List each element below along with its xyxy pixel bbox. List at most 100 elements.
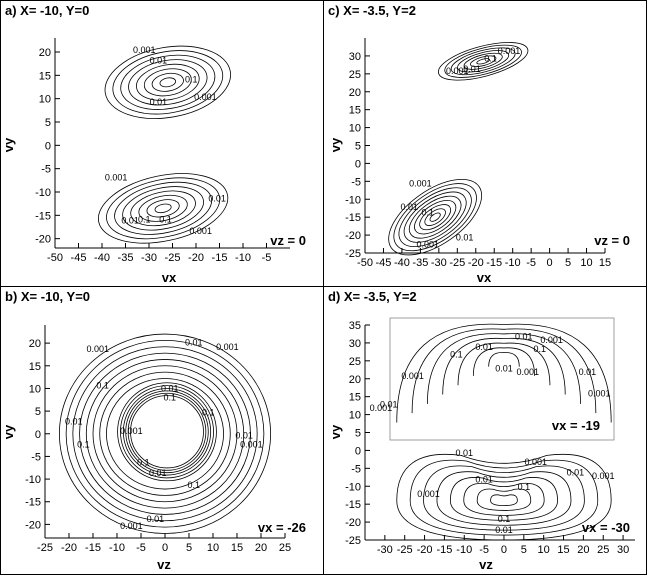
panel-c-x-tick-label: 0	[547, 257, 553, 269]
panel-a-x-tick-label: -25	[165, 252, 181, 264]
panel-c-contour-label: 0.001	[417, 240, 440, 250]
panel-a-contour-label: 0.001	[133, 45, 156, 55]
panel-d-x-tick-label: -25	[397, 544, 413, 556]
panel-a-xlabel: vx	[162, 270, 177, 285]
panel-a-y-tick-label: 15	[39, 70, 51, 82]
panel-a-contour-line	[154, 203, 172, 214]
panel-d-inset-contour-line	[442, 337, 566, 395]
panel-b-contour-label: 0.001	[87, 344, 110, 354]
panel-d-contour-label: 0.1	[498, 514, 511, 524]
panel-c-x-tick-label: 15	[599, 257, 611, 269]
panel-d-contour-label: 0.01	[455, 448, 473, 458]
panel-c-y-tick-label: 15	[349, 105, 361, 117]
panel-c-annotation: vz = 0	[594, 233, 630, 248]
panel-d-x-tick-label: 5	[521, 544, 527, 556]
panel-a-contour-line	[106, 177, 221, 240]
panel-c-contour-line	[429, 212, 441, 222]
panel-c-contour-line	[419, 204, 452, 231]
panel-d-contour-label: 0.01	[475, 475, 493, 485]
panel-c-y-tick-label: 25	[349, 69, 361, 81]
panel-a-contour-line	[136, 63, 200, 101]
panel-b-x-tick-label: 25	[279, 542, 291, 554]
panel-b-title: b) X= -10, Y=0	[5, 289, 90, 304]
panel-d-x-tick-label: -10	[456, 544, 472, 556]
panel-d-inset-contour-line	[396, 323, 612, 423]
panel-b-contour-label: 0.1	[202, 408, 215, 418]
panel-c-y-tick-label: 30	[349, 51, 361, 63]
panel-d-contour-label: 0.01	[495, 525, 513, 535]
panel-d-y-tick-label: 0	[355, 445, 361, 457]
panel-c-contour-line	[438, 42, 529, 81]
panel-a-contour-label: 0.1	[159, 214, 172, 224]
panel-d-contour-line	[409, 459, 599, 536]
panel-b-annotation: vx = -26	[258, 520, 306, 535]
panel-a-contour-line	[128, 59, 208, 106]
panel-c-contour-line	[403, 191, 467, 243]
panel-b-y-tick-label: -5	[31, 451, 41, 463]
panel-d-inset-contour-line	[426, 333, 581, 404]
panel-c-contour-line	[463, 52, 503, 70]
panel-b-contour-line	[117, 382, 217, 482]
panel-b-x-tick-label: -25	[37, 542, 53, 554]
panel-d-inset-contour-label: 0.01	[515, 331, 533, 341]
panel-b-y-tick-label: -20	[25, 519, 41, 531]
panel-c-contour-line	[398, 187, 472, 247]
panel-d-y-tick-label: 30	[349, 338, 361, 350]
panel-b-y-tick-label: 5	[35, 406, 41, 418]
panel-a-contour-line	[151, 72, 184, 92]
panel-a-y-tick-label: 20	[39, 47, 51, 59]
panel-a-x-tick-label: -50	[47, 252, 63, 264]
panel-a-contour-label: 0.01	[150, 56, 168, 66]
panel-a-contour-label: 0.001	[189, 226, 212, 236]
panel-a-x-tick-label: -45	[71, 252, 87, 264]
panel-c-contour-line	[450, 47, 516, 76]
panel-c-y-tick-label: 10	[349, 123, 361, 135]
panel-c-x-tick-label: 5	[565, 257, 571, 269]
panel-c-contour-line	[444, 44, 522, 78]
panel-c-contour-line	[424, 208, 446, 226]
panel-b-contour-label: 0.001	[240, 439, 263, 449]
panel-a-contour-label: 0.1	[185, 74, 198, 84]
panel-c-x-tick-label: -40	[394, 257, 410, 269]
panel-a-title: a) X= -10, Y=0	[5, 3, 89, 18]
panel-a-x-tick-label: -40	[94, 252, 110, 264]
panel-a-y-tick-label: -10	[35, 187, 51, 199]
panel-d-annotation: vx = -30	[582, 520, 630, 535]
panel-b-x-tick-label: 0	[162, 542, 168, 554]
panel-b-contour-label: 0.01	[149, 468, 167, 478]
panel-d-y-tick-label: 25	[349, 356, 361, 368]
panel-b-contour-label: 0.1	[137, 457, 150, 467]
panel-a-y-tick-label: 10	[39, 94, 51, 106]
panel-b-contour-label: 0.01	[147, 514, 165, 524]
panel-a-contour-line	[143, 68, 192, 97]
panel-b-contour-line	[92, 365, 238, 503]
panel-d-inset-contour-line	[488, 352, 520, 367]
panel-a-contour-line	[97, 173, 229, 244]
panel-a-contour-label: 0.01	[121, 216, 139, 226]
panel-b-y-tick-label: 0	[35, 429, 41, 441]
panel-d-contour-label: 0.001	[524, 457, 547, 467]
panel-a-y-tick-label: 0	[45, 140, 51, 152]
panel-c-x-tick-label: -35	[412, 257, 428, 269]
panel-a-contour-line	[120, 54, 216, 110]
panel-d-x-tick-label: -15	[436, 544, 452, 556]
panel-b-y-tick-label: 15	[29, 361, 41, 373]
panel-b-contour-line	[65, 340, 265, 528]
panel-a-x-tick-label: -35	[118, 252, 134, 264]
panel-b-contour-label: 0.001	[120, 521, 143, 531]
panel-d-y-tick-label: -5	[351, 463, 361, 475]
panel-a-x-tick-label: -5	[262, 252, 272, 264]
panel-b-x-tick-label: -15	[85, 542, 101, 554]
panel-b-contour-line	[59, 333, 271, 534]
panel-d-x-tick-label: -20	[417, 544, 433, 556]
panel-c-contour-line	[408, 195, 462, 239]
panel-a-y-tick-label: -20	[35, 234, 51, 246]
panel-d-contour-line	[436, 471, 572, 526]
panel-b-xlabel: vz	[157, 557, 171, 572]
panel-c-contour-label: 0.1	[422, 207, 435, 217]
panel-b-contour-line	[120, 385, 214, 479]
panel-c-contour-label: 0.01	[401, 202, 419, 212]
panel-a-y-tick-label: -15	[35, 210, 51, 222]
panel-b-contour-line	[122, 388, 212, 476]
